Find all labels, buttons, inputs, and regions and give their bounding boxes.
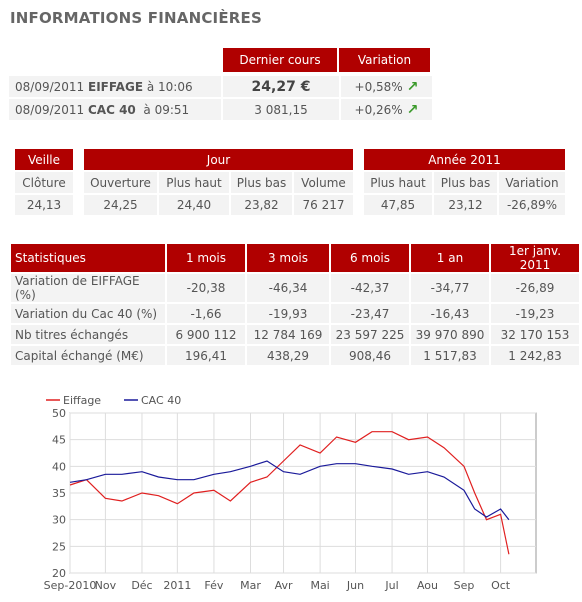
header-veille: Veille [15, 149, 73, 170]
stats-cell: 32 170 153 [491, 325, 579, 344]
stats-row-label: Variation du Cac 40 (%) [11, 304, 165, 323]
stats-cell: -19,23 [491, 304, 579, 323]
value-volume: 76 217 [294, 195, 353, 215]
stats-cell: -42,37 [331, 274, 409, 302]
y-tick-label: 45 [52, 434, 66, 447]
label-plus-bas: Plus bas [231, 172, 292, 193]
y-tick-label: 35 [52, 487, 66, 500]
x-tick-label: Mai [310, 579, 329, 592]
series-line-cac-40 [69, 460, 510, 521]
value-plus-bas: 23,82 [231, 195, 292, 215]
stats-cell: 196,41 [167, 346, 245, 365]
stats-header: Statistiques [11, 244, 165, 272]
stats-cell: -34,77 [411, 274, 489, 302]
stats-table: Statistiques 1 mois 3 mois 6 mois 1 an 1… [9, 242, 581, 367]
stats-cell: -23,47 [331, 304, 409, 323]
x-tick-label: Déc [131, 579, 152, 592]
stats-cell: -16,43 [411, 304, 489, 323]
stats-cell: -19,93 [247, 304, 329, 323]
table-row: Nb titres échangés 6 900 112 12 784 169 … [11, 325, 579, 344]
stats-cell: -20,38 [167, 274, 245, 302]
x-tick-label: 2011 [163, 579, 191, 592]
value-annee-plus-haut: 47,85 [364, 195, 432, 215]
quote-price: 24,27 € [251, 78, 311, 95]
stats-cell: 908,46 [331, 346, 409, 365]
label-plus-haut: Plus haut [159, 172, 229, 193]
price-chart: 20 25 30 35 40 45 50 Sep-2010 Nov Déc 2011 Fév Mar Av… [0, 385, 582, 598]
value-annee-plus-bas: 23,12 [434, 195, 497, 215]
stats-row-label: Capital échangé (M€) [11, 346, 165, 365]
value-cloture: 24,13 [15, 195, 73, 215]
quote-name[interactable]: EIFFAGE [88, 79, 144, 94]
stats-cell: 1 517,83 [411, 346, 489, 365]
quote-variation: +0,58% [354, 79, 403, 94]
stats-header-row: Statistiques 1 mois 3 mois 6 mois 1 an 1… [11, 244, 579, 272]
stats-header: 1 an [411, 244, 489, 272]
stats-cell: -26,89 [491, 274, 579, 302]
arrow-up-icon: ↗ [406, 78, 419, 95]
y-tick-label: 25 [52, 540, 66, 553]
stats-cell: -1,66 [167, 304, 245, 323]
x-tick-label: Oct [491, 579, 511, 592]
page-title: INFORMATIONS FINANCIÈRES [10, 9, 262, 27]
stats-header: 6 mois [331, 244, 409, 272]
stats-cell: 1 242,83 [491, 346, 579, 365]
quote-date: 08/09/2011 [15, 79, 85, 94]
series-line-eiffage [69, 431, 510, 555]
header-variation: Variation [339, 48, 430, 72]
x-tick-label: Sep-2010 [44, 579, 97, 592]
x-tick-label: Aou [417, 579, 438, 592]
stats-header: 1 mois [167, 244, 245, 272]
y-tick-label: 40 [52, 460, 66, 473]
x-tick-label: Jul [384, 579, 398, 592]
header-annee: Année 2011 [364, 149, 565, 170]
stats-cell: -46,34 [247, 274, 329, 302]
label-volume: Volume [294, 172, 353, 193]
stats-header: 1er janv. 2011 [491, 244, 579, 272]
stats-cell: 12 784 169 [247, 325, 329, 344]
x-tick-label: Fév [204, 579, 223, 592]
table-row: Variation du Cac 40 (%) -1,66 -19,93 -23… [11, 304, 579, 323]
quote-row-cac40: 08/09/2011 CAC 40 à 09:51 3 081,15 +0,26… [9, 99, 432, 120]
y-tick-label: 50 [52, 407, 66, 420]
header-jour: Jour [84, 149, 353, 170]
label-annee-variation: Variation [499, 172, 565, 193]
x-tick-label: Jun [346, 579, 364, 592]
value-ouverture: 24,25 [84, 195, 157, 215]
quote-row-eiffage: 08/09/2011 EIFFAGE à 10:06 24,27 € +0,58… [9, 76, 432, 97]
stats-cell: 39 970 890 [411, 325, 489, 344]
table-row: Variation de EIFFAGE (%) -20,38 -46,34 -… [11, 274, 579, 302]
x-tick-label: Avr [275, 579, 293, 592]
y-tick-label: 30 [52, 514, 66, 527]
label-cloture: Clôture [15, 172, 73, 193]
arrow-up-icon: ↗ [406, 101, 419, 118]
stats-cell: 438,29 [247, 346, 329, 365]
legend-label: Eiffage [63, 394, 101, 407]
quote-price: 3 081,15 [254, 102, 308, 117]
quote-date: 08/09/2011 [15, 102, 85, 117]
stats-cell: 6 900 112 [167, 325, 245, 344]
stats-row-label: Nb titres échangés [11, 325, 165, 344]
stats-header: 3 mois [247, 244, 329, 272]
label-ouverture: Ouverture [84, 172, 157, 193]
quote-variation: +0,26% [354, 102, 403, 117]
x-tick-label: Sep [454, 579, 475, 592]
legend-label: CAC 40 [141, 394, 181, 407]
quote-name[interactable]: CAC 40 [88, 102, 136, 117]
label-annee-plus-haut: Plus haut [364, 172, 432, 193]
table-row: Capital échangé (M€) 196,41 438,29 908,4… [11, 346, 579, 365]
value-plus-haut: 24,40 [159, 195, 229, 215]
x-tick-label: Mar [240, 579, 261, 592]
label-annee-plus-bas: Plus bas [434, 172, 497, 193]
stats-row-label: Variation de EIFFAGE (%) [11, 274, 165, 302]
x-tick-label: Nov [95, 579, 117, 592]
y-tick-label: 20 [52, 567, 66, 580]
header-dernier-cours: Dernier cours [223, 48, 337, 72]
quote-time: à 09:51 [143, 102, 190, 117]
value-annee-variation: -26,89% [499, 195, 565, 215]
quote-time: à 10:06 [146, 79, 193, 94]
stats-cell: 23 597 225 [331, 325, 409, 344]
